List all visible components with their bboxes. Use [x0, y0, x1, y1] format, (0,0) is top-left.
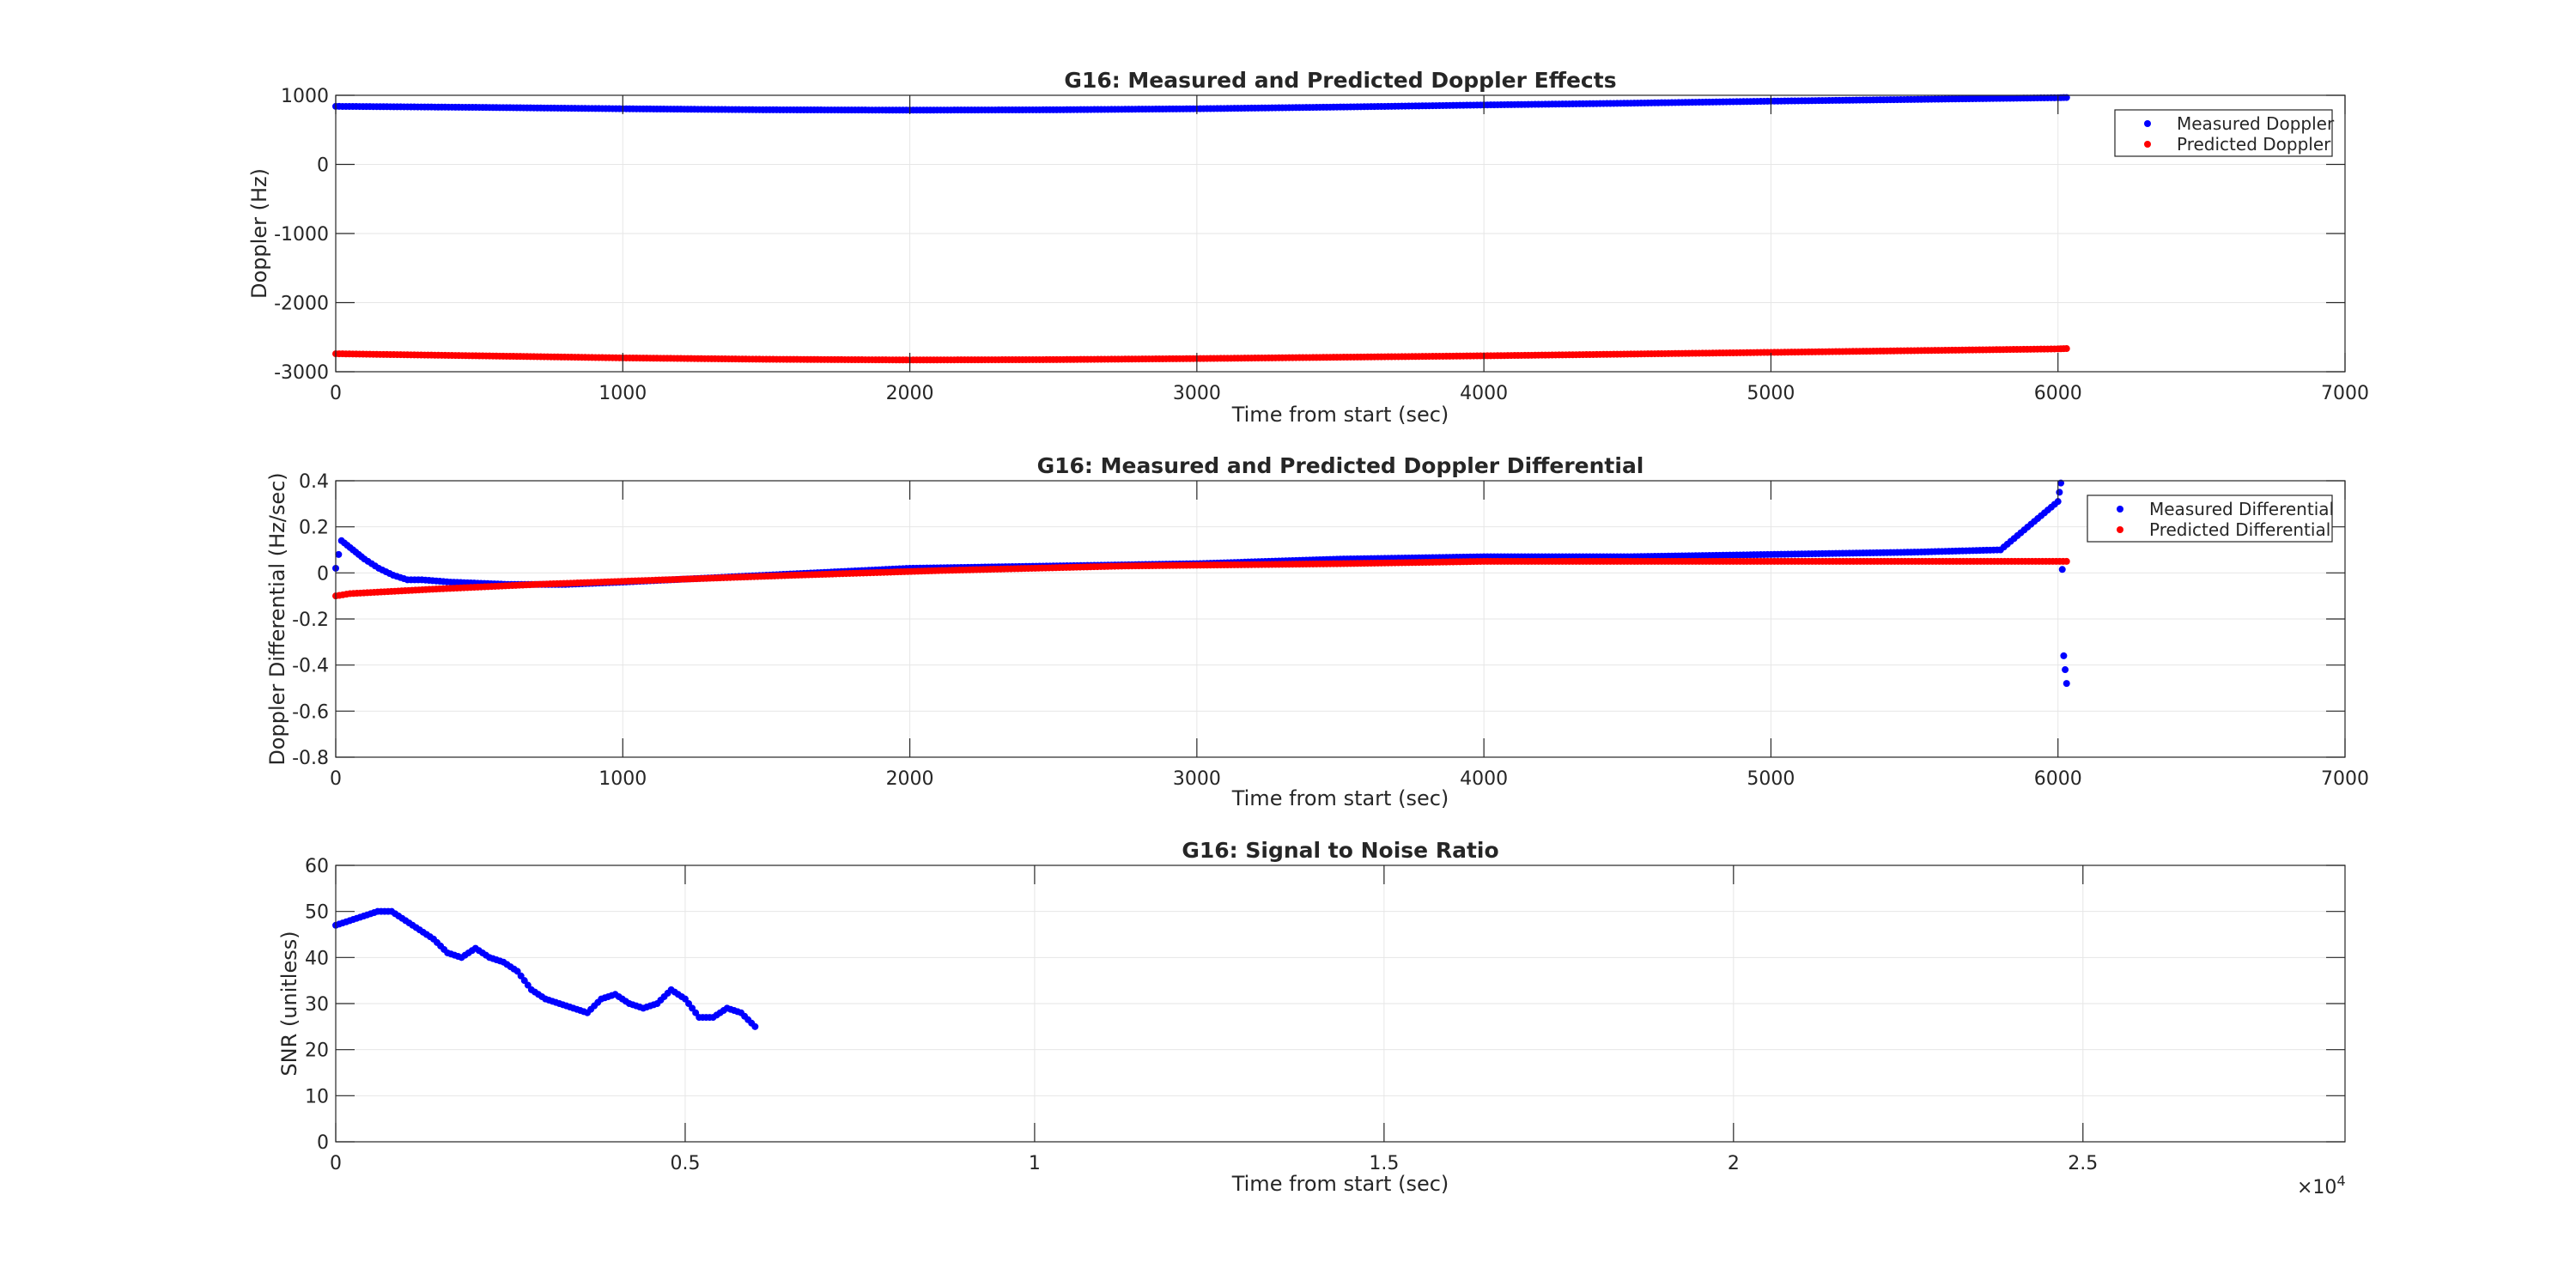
- tick-labels: 0 1000 2000 3000 4000 5000 6000 7000 -0.8 -0.6 -0.…: [292, 471, 2369, 790]
- x-tick-label: 1: [1029, 1153, 1041, 1174]
- data-point: [2062, 666, 2069, 674]
- x-tick-label: 0: [330, 383, 342, 404]
- x-tick-label: 5000: [1747, 768, 1795, 790]
- y-tick-label: 0: [317, 563, 329, 585]
- x-tick-label: 2.5: [2068, 1153, 2098, 1174]
- x-axis-label: Time from start (sec): [1231, 786, 1449, 810]
- x-tick-label: 7000: [2321, 383, 2369, 404]
- data-point: [2063, 680, 2070, 688]
- y-tick-label: 0: [317, 155, 329, 177]
- data-point: [335, 550, 343, 558]
- y-tick-label: -0.4: [292, 656, 329, 677]
- y-tick-label: -1000: [274, 224, 329, 246]
- chart-title: G16: Measured and Predicted Doppler Effe…: [1064, 68, 1616, 93]
- tick-labels: 0 0.5 1 1.5 2 2.5 0 10 20 30 40 50 60: [305, 856, 2098, 1174]
- y-tick-label: 10: [305, 1086, 329, 1107]
- data-point: [2057, 479, 2065, 487]
- x-tick-label: 2000: [886, 768, 934, 790]
- data-point: [2063, 557, 2070, 565]
- data-point: [2056, 488, 2063, 496]
- tick-marks: [335, 94, 2346, 373]
- doppler-effects-plot: 0 1000 2000 3000 4000 5000 6000 7000 -3000 -2000 -…: [247, 68, 2369, 427]
- y-tick-label: 0.4: [299, 471, 329, 493]
- y-tick-label: 0: [317, 1132, 329, 1154]
- data-point: [2063, 345, 2070, 353]
- x-tick-label: 0.5: [670, 1153, 700, 1174]
- y-tick-label: 20: [305, 1040, 329, 1062]
- y-tick-label: 50: [305, 902, 329, 924]
- legend-marker: [2117, 506, 2123, 513]
- data-point: [2060, 652, 2068, 659]
- chart-title: G16: Signal to Noise Ratio: [1182, 838, 1498, 863]
- x-tick-label: 2000: [886, 383, 934, 404]
- series-snr: [332, 907, 759, 1030]
- x-axis-label: Time from start (sec): [1231, 1172, 1449, 1196]
- tick-marks: [335, 864, 2345, 1143]
- y-tick-label: 30: [305, 994, 329, 1016]
- y-axis-label: SNR (unitless): [277, 931, 301, 1076]
- y-tick-label: -0.6: [292, 701, 329, 723]
- legend-label: Predicted Doppler: [2177, 134, 2331, 155]
- data-point: [751, 1022, 759, 1030]
- data-points: [332, 907, 759, 1030]
- series-predicted-differential: [332, 557, 2070, 600]
- x-axis-exponent: ×104: [2297, 1173, 2346, 1198]
- x-tick-label: 7000: [2321, 768, 2369, 790]
- x-tick-label: 0: [330, 1153, 342, 1174]
- y-tick-label: 40: [305, 948, 329, 969]
- x-tick-label: 6000: [2034, 768, 2082, 790]
- chart-title: G16: Measured and Predicted Doppler Diff…: [1037, 453, 1644, 478]
- x-tick-label: 2: [1728, 1153, 1740, 1174]
- x-tick-label: 3000: [1173, 383, 1221, 404]
- x-tick-label: 1000: [598, 768, 647, 790]
- legend-label: Measured Differential: [2149, 499, 2334, 519]
- x-axis-label: Time from start (sec): [1231, 403, 1449, 427]
- legend-box: [2114, 109, 2333, 157]
- legend-label: Measured Doppler: [2177, 113, 2335, 134]
- x-tick-label: 4000: [1460, 768, 1508, 790]
- tick-marks: [335, 480, 2346, 758]
- y-tick-label: -0.2: [292, 610, 329, 631]
- legend-marker: [2144, 141, 2151, 148]
- x-tick-label: 4000: [1460, 383, 1508, 404]
- x-tick-label: 6000: [2034, 383, 2082, 404]
- y-tick-label: -3000: [274, 362, 329, 384]
- x-tick-label: 1.5: [1369, 1153, 1399, 1174]
- x-tick-label: 5000: [1747, 383, 1795, 404]
- legend-box: [2087, 494, 2333, 543]
- y-tick-label: 1000: [281, 86, 329, 107]
- doppler-differential-plot: 0 1000 2000 3000 4000 5000 6000 7000 -0.8 -0.6 -0.…: [265, 453, 2369, 810]
- y-tick-label: 60: [305, 856, 329, 877]
- legend-label: Predicted Differential: [2149, 519, 2330, 540]
- x-tick-label: 3000: [1173, 768, 1221, 790]
- series-predicted-doppler: [332, 345, 2070, 364]
- data-point: [2054, 498, 2062, 506]
- legend-marker: [2144, 120, 2151, 127]
- y-tick-label: 0.2: [299, 518, 329, 539]
- x-tick-label: 0: [330, 768, 342, 790]
- data-points: [332, 94, 2070, 364]
- snr-plot: 0 0.5 1 1.5 2 2.5 0 10 20 30 40 50 60 G16: Signal to…: [277, 838, 2346, 1198]
- legend-marker: [2117, 526, 2123, 533]
- y-axis-label: Doppler (Hz): [247, 168, 271, 299]
- y-tick-label: -2000: [274, 294, 329, 315]
- data-points: [332, 479, 2070, 688]
- y-axis-label: Doppler Differential (Hz/sec): [265, 472, 289, 765]
- series-measured-doppler: [332, 94, 2070, 114]
- x-tick-label: 1000: [598, 383, 647, 404]
- data-point: [2058, 566, 2066, 573]
- y-tick-label: -0.8: [292, 748, 329, 769]
- tick-labels: 0 1000 2000 3000 4000 5000 6000 7000 -3000 -2000 -…: [274, 86, 2369, 404]
